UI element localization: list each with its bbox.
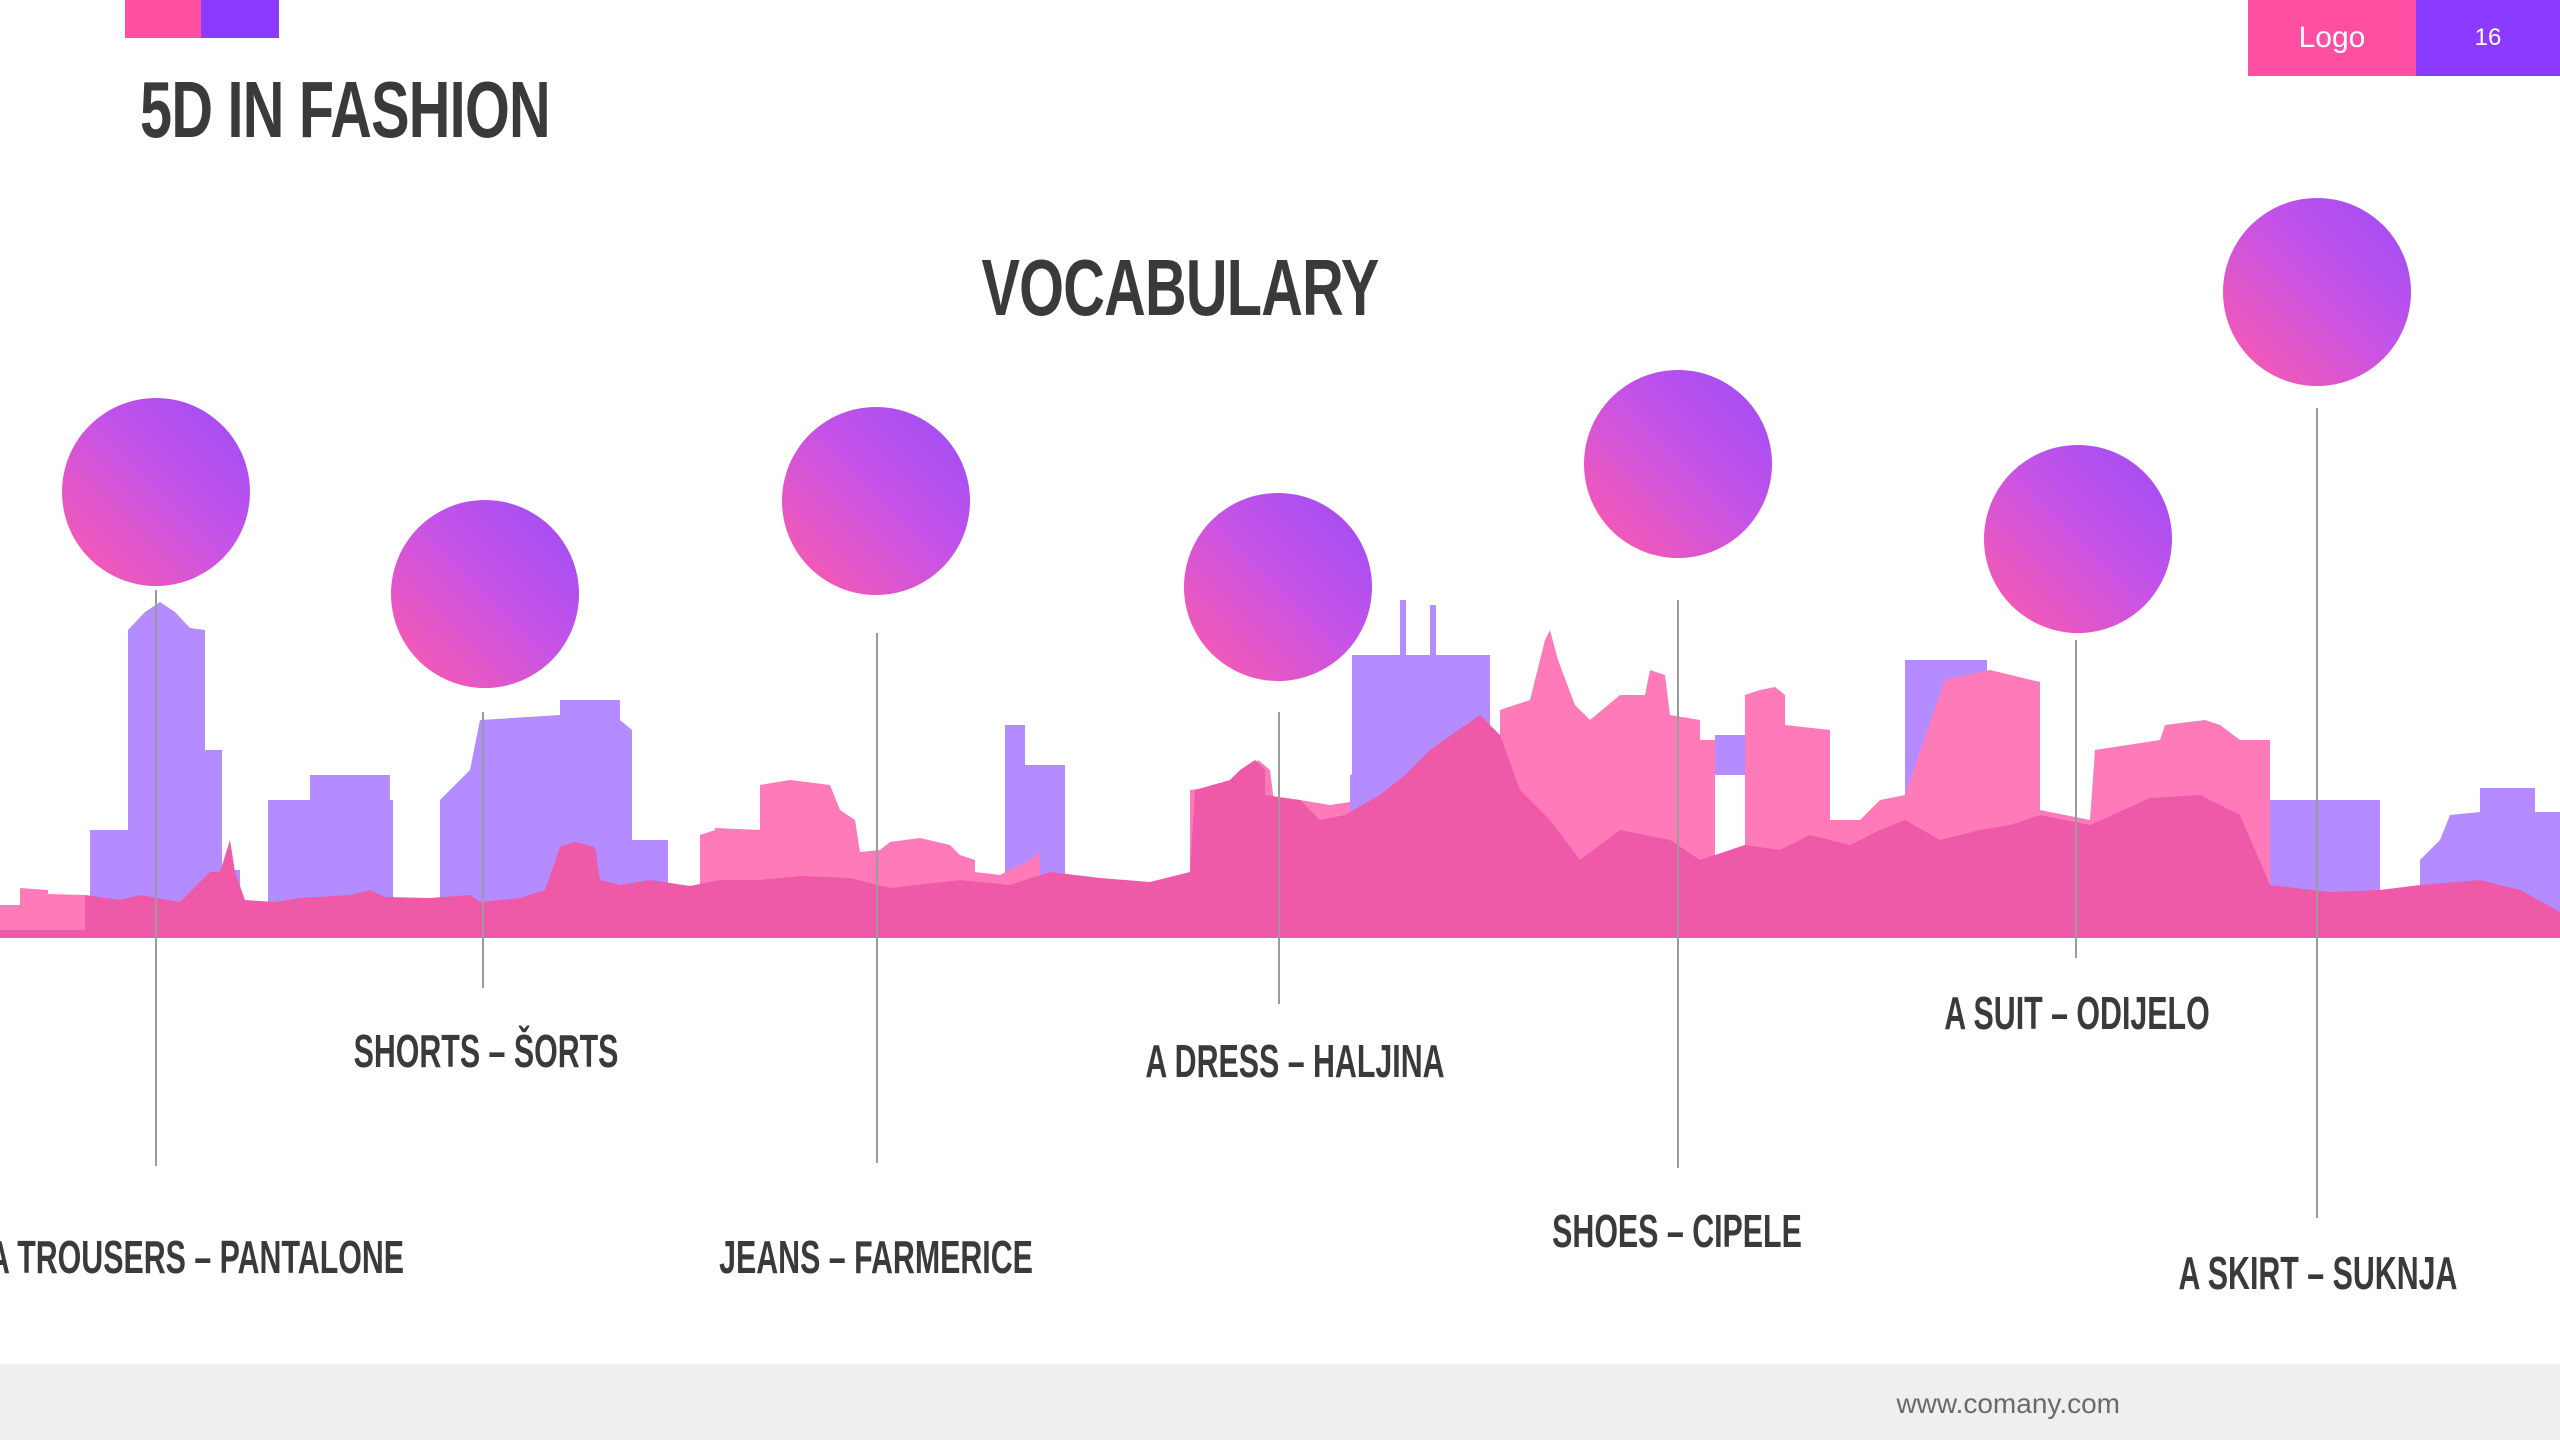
top-accent-pink — [125, 0, 201, 38]
pin-line — [876, 633, 878, 1163]
section-heading: VOCABULARY — [981, 243, 1379, 332]
pin-line — [155, 590, 157, 1166]
vocab-label-suit: A SUIT – ODIJELO — [1944, 987, 2210, 1039]
pin-circle — [1984, 445, 2172, 633]
vocab-label-skirt: A SKIRT – SUKNJA — [2178, 1247, 2458, 1299]
pin-line — [1278, 712, 1280, 1004]
vocab-label-dress: A DRESS – HALJINA — [1145, 1035, 1445, 1087]
pin-circle — [2223, 198, 2411, 386]
footer-logo: Logo — [2248, 0, 2416, 76]
slide-title: 5D IN FASHION — [140, 65, 551, 154]
vocab-label-jeans: JEANS – FARMERICE — [719, 1231, 1033, 1283]
vocab-label-shorts: SHORTS – ŠORTS — [353, 1025, 619, 1077]
city-skyline-illustration — [0, 600, 2560, 938]
pin-line — [482, 712, 484, 988]
pin-line — [2316, 408, 2318, 1218]
pin-circle — [1584, 370, 1772, 558]
page-number: 16 — [2416, 0, 2560, 76]
pin-circle — [391, 500, 579, 688]
footer-url[interactable]: www.comany.com — [1896, 1388, 2120, 1419]
pin-line — [2075, 640, 2077, 958]
footer-bar: www.comany.com — [0, 1364, 2560, 1440]
pin-circle — [1184, 493, 1372, 681]
pin-circle — [782, 407, 970, 595]
pin-line — [1677, 600, 1679, 1168]
vocab-label-shoes: SHOES – CIPELE — [1552, 1205, 1802, 1257]
top-accent-purple — [201, 0, 279, 38]
pin-circle — [62, 398, 250, 586]
vocab-label-trousers: A TROUSERS – PANTALONE — [0, 1231, 405, 1283]
